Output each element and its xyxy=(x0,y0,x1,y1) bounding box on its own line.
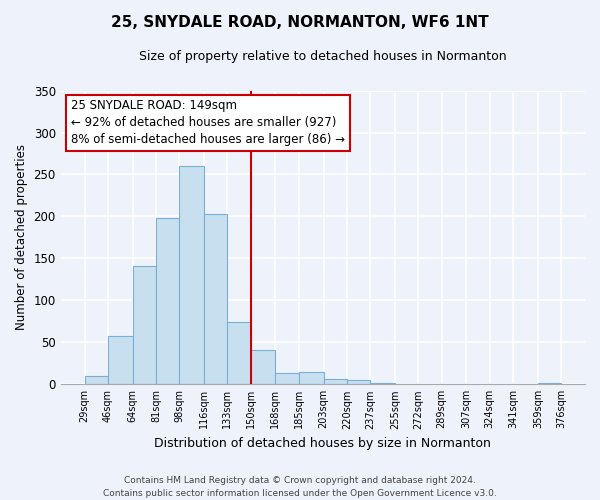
Bar xyxy=(323,380,347,384)
Bar xyxy=(275,374,299,384)
Text: 25 SNYDALE ROAD: 149sqm
← 92% of detached houses are smaller (927)
8% of semi-de: 25 SNYDALE ROAD: 149sqm ← 92% of detache… xyxy=(71,100,345,146)
Bar xyxy=(179,166,204,384)
Text: Contains HM Land Registry data © Crown copyright and database right 2024.
Contai: Contains HM Land Registry data © Crown c… xyxy=(103,476,497,498)
Bar xyxy=(108,336,133,384)
Bar xyxy=(133,266,156,384)
Title: Size of property relative to detached houses in Normanton: Size of property relative to detached ho… xyxy=(139,50,506,63)
Bar xyxy=(370,382,395,384)
Bar xyxy=(85,376,108,384)
Text: 25, SNYDALE ROAD, NORMANTON, WF6 1NT: 25, SNYDALE ROAD, NORMANTON, WF6 1NT xyxy=(111,15,489,30)
Bar xyxy=(347,380,370,384)
X-axis label: Distribution of detached houses by size in Normanton: Distribution of detached houses by size … xyxy=(154,437,491,450)
Bar xyxy=(156,218,179,384)
Bar xyxy=(251,350,275,384)
Bar xyxy=(204,214,227,384)
Bar xyxy=(227,322,251,384)
Bar xyxy=(538,382,561,384)
Bar xyxy=(299,372,323,384)
Y-axis label: Number of detached properties: Number of detached properties xyxy=(15,144,28,330)
